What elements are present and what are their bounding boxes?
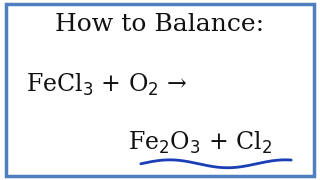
Text: How to Balance:: How to Balance: [55,13,265,36]
Text: Fe$_2$O$_3$ + Cl$_2$: Fe$_2$O$_3$ + Cl$_2$ [128,130,272,156]
Text: FeCl$_3$ + O$_2$ →: FeCl$_3$ + O$_2$ → [26,72,187,98]
FancyBboxPatch shape [6,4,314,176]
